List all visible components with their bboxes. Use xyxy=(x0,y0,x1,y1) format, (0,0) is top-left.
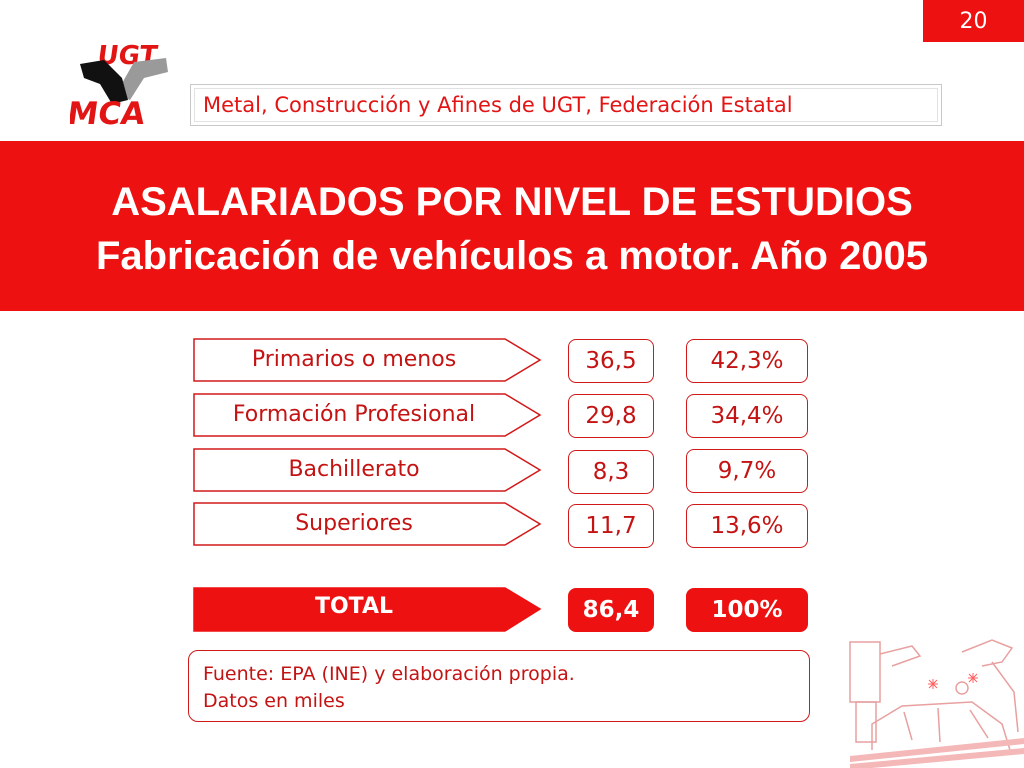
robot-welding-illustration xyxy=(849,639,1024,768)
category-label-primarios: Primarios o menos xyxy=(251,347,457,372)
arrow-shape-row-2 xyxy=(193,393,542,437)
slide-title: ASALARIADOS POR NIVEL DE ESTUDIOS xyxy=(111,180,913,224)
organization-banner: Metal, Construcción y Afines de UGT, Fed… xyxy=(190,84,942,126)
arrow-shape-row-4 xyxy=(193,502,542,546)
title-band xyxy=(0,141,1024,311)
slide-subtitle: Fabricación de vehículos a motor. Año 20… xyxy=(95,234,929,278)
logo-text-mca: MCA xyxy=(70,96,147,130)
page-number: 20 xyxy=(923,0,1024,42)
value-box-formacion-profesional: 29,8 xyxy=(568,394,654,438)
percent-box-primarios: 42,3% xyxy=(686,339,808,383)
category-label-superiores: Superiores xyxy=(295,511,413,536)
category-label-formacion-profesional: Formación Profesional xyxy=(232,402,476,427)
arrow-shape-row-1 xyxy=(193,338,542,382)
category-label-bachillerato: Bachillerato xyxy=(288,457,420,482)
source-note: Fuente: EPA (INE) y elaboración propia. … xyxy=(188,650,810,722)
total-value-box: 86,4 xyxy=(568,588,654,632)
percent-box-bachillerato: 9,7% xyxy=(686,449,808,493)
value-box-superiores: 11,7 xyxy=(568,504,654,548)
value-box-bachillerato: 8,3 xyxy=(568,450,654,494)
percent-box-superiores: 13,6% xyxy=(686,504,808,548)
total-label: TOTAL xyxy=(314,594,394,619)
total-percent-box: 100% xyxy=(686,588,808,632)
units-line: Datos en miles xyxy=(203,690,345,712)
organization-name: Metal, Construcción y Afines de UGT, Fed… xyxy=(194,88,938,122)
arrow-shape-row-3 xyxy=(193,448,542,492)
value-box-primarios: 36,5 xyxy=(568,339,654,383)
percent-box-formacion-profesional: 34,4% xyxy=(686,394,808,438)
ugt-mca-logo: UGT MCA xyxy=(70,41,168,130)
arrow-shape-total xyxy=(193,587,542,632)
source-line: Fuente: EPA (INE) y elaboración propia. xyxy=(203,663,575,685)
